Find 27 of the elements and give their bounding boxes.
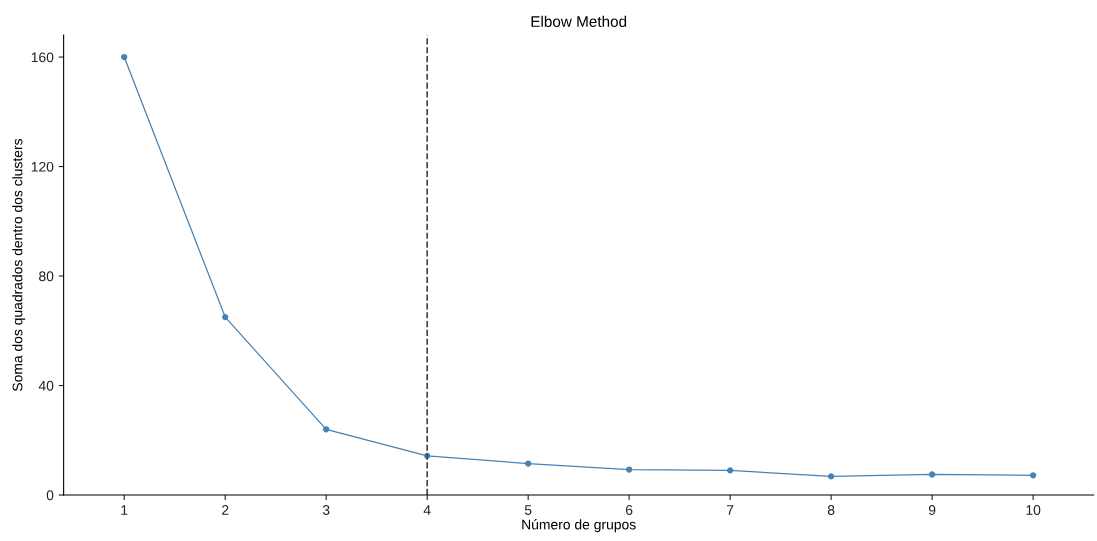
point (929, 471, 936, 478)
x-tick-label: 1 (121, 505, 128, 515)
point (1029, 472, 1037, 479)
point (323, 426, 330, 433)
y-tick-label: 120 (31, 161, 54, 172)
x-tick-label: 6 (626, 505, 633, 515)
point (121, 53, 128, 61)
point (828, 473, 835, 480)
point (525, 460, 532, 467)
y-tick-label: 80 (39, 271, 54, 282)
point (626, 466, 633, 473)
y-tick-label: 40 (38, 380, 54, 391)
point (222, 313, 229, 321)
x-tick-label: 2 (222, 505, 229, 515)
x-tick-label: 8 (827, 505, 835, 515)
x-tick-label: 7 (727, 505, 734, 515)
x-axis-title: Número de grupos (522, 519, 636, 533)
x-tick-label: 10 (1026, 505, 1041, 515)
y-axis-title: Soma dos quadrados dentro dos clusters (12, 138, 26, 392)
x-tick-label: 9 (928, 505, 936, 515)
y-tick-label: 160 (31, 52, 54, 63)
x-tick-label: 5 (524, 505, 532, 515)
chart-title: Elbow Method (531, 15, 627, 27)
x-tick-label: 4 (423, 505, 431, 515)
x-tick-label: 3 (322, 505, 330, 515)
point (727, 467, 734, 474)
y-tick-label: 0 (46, 490, 54, 501)
